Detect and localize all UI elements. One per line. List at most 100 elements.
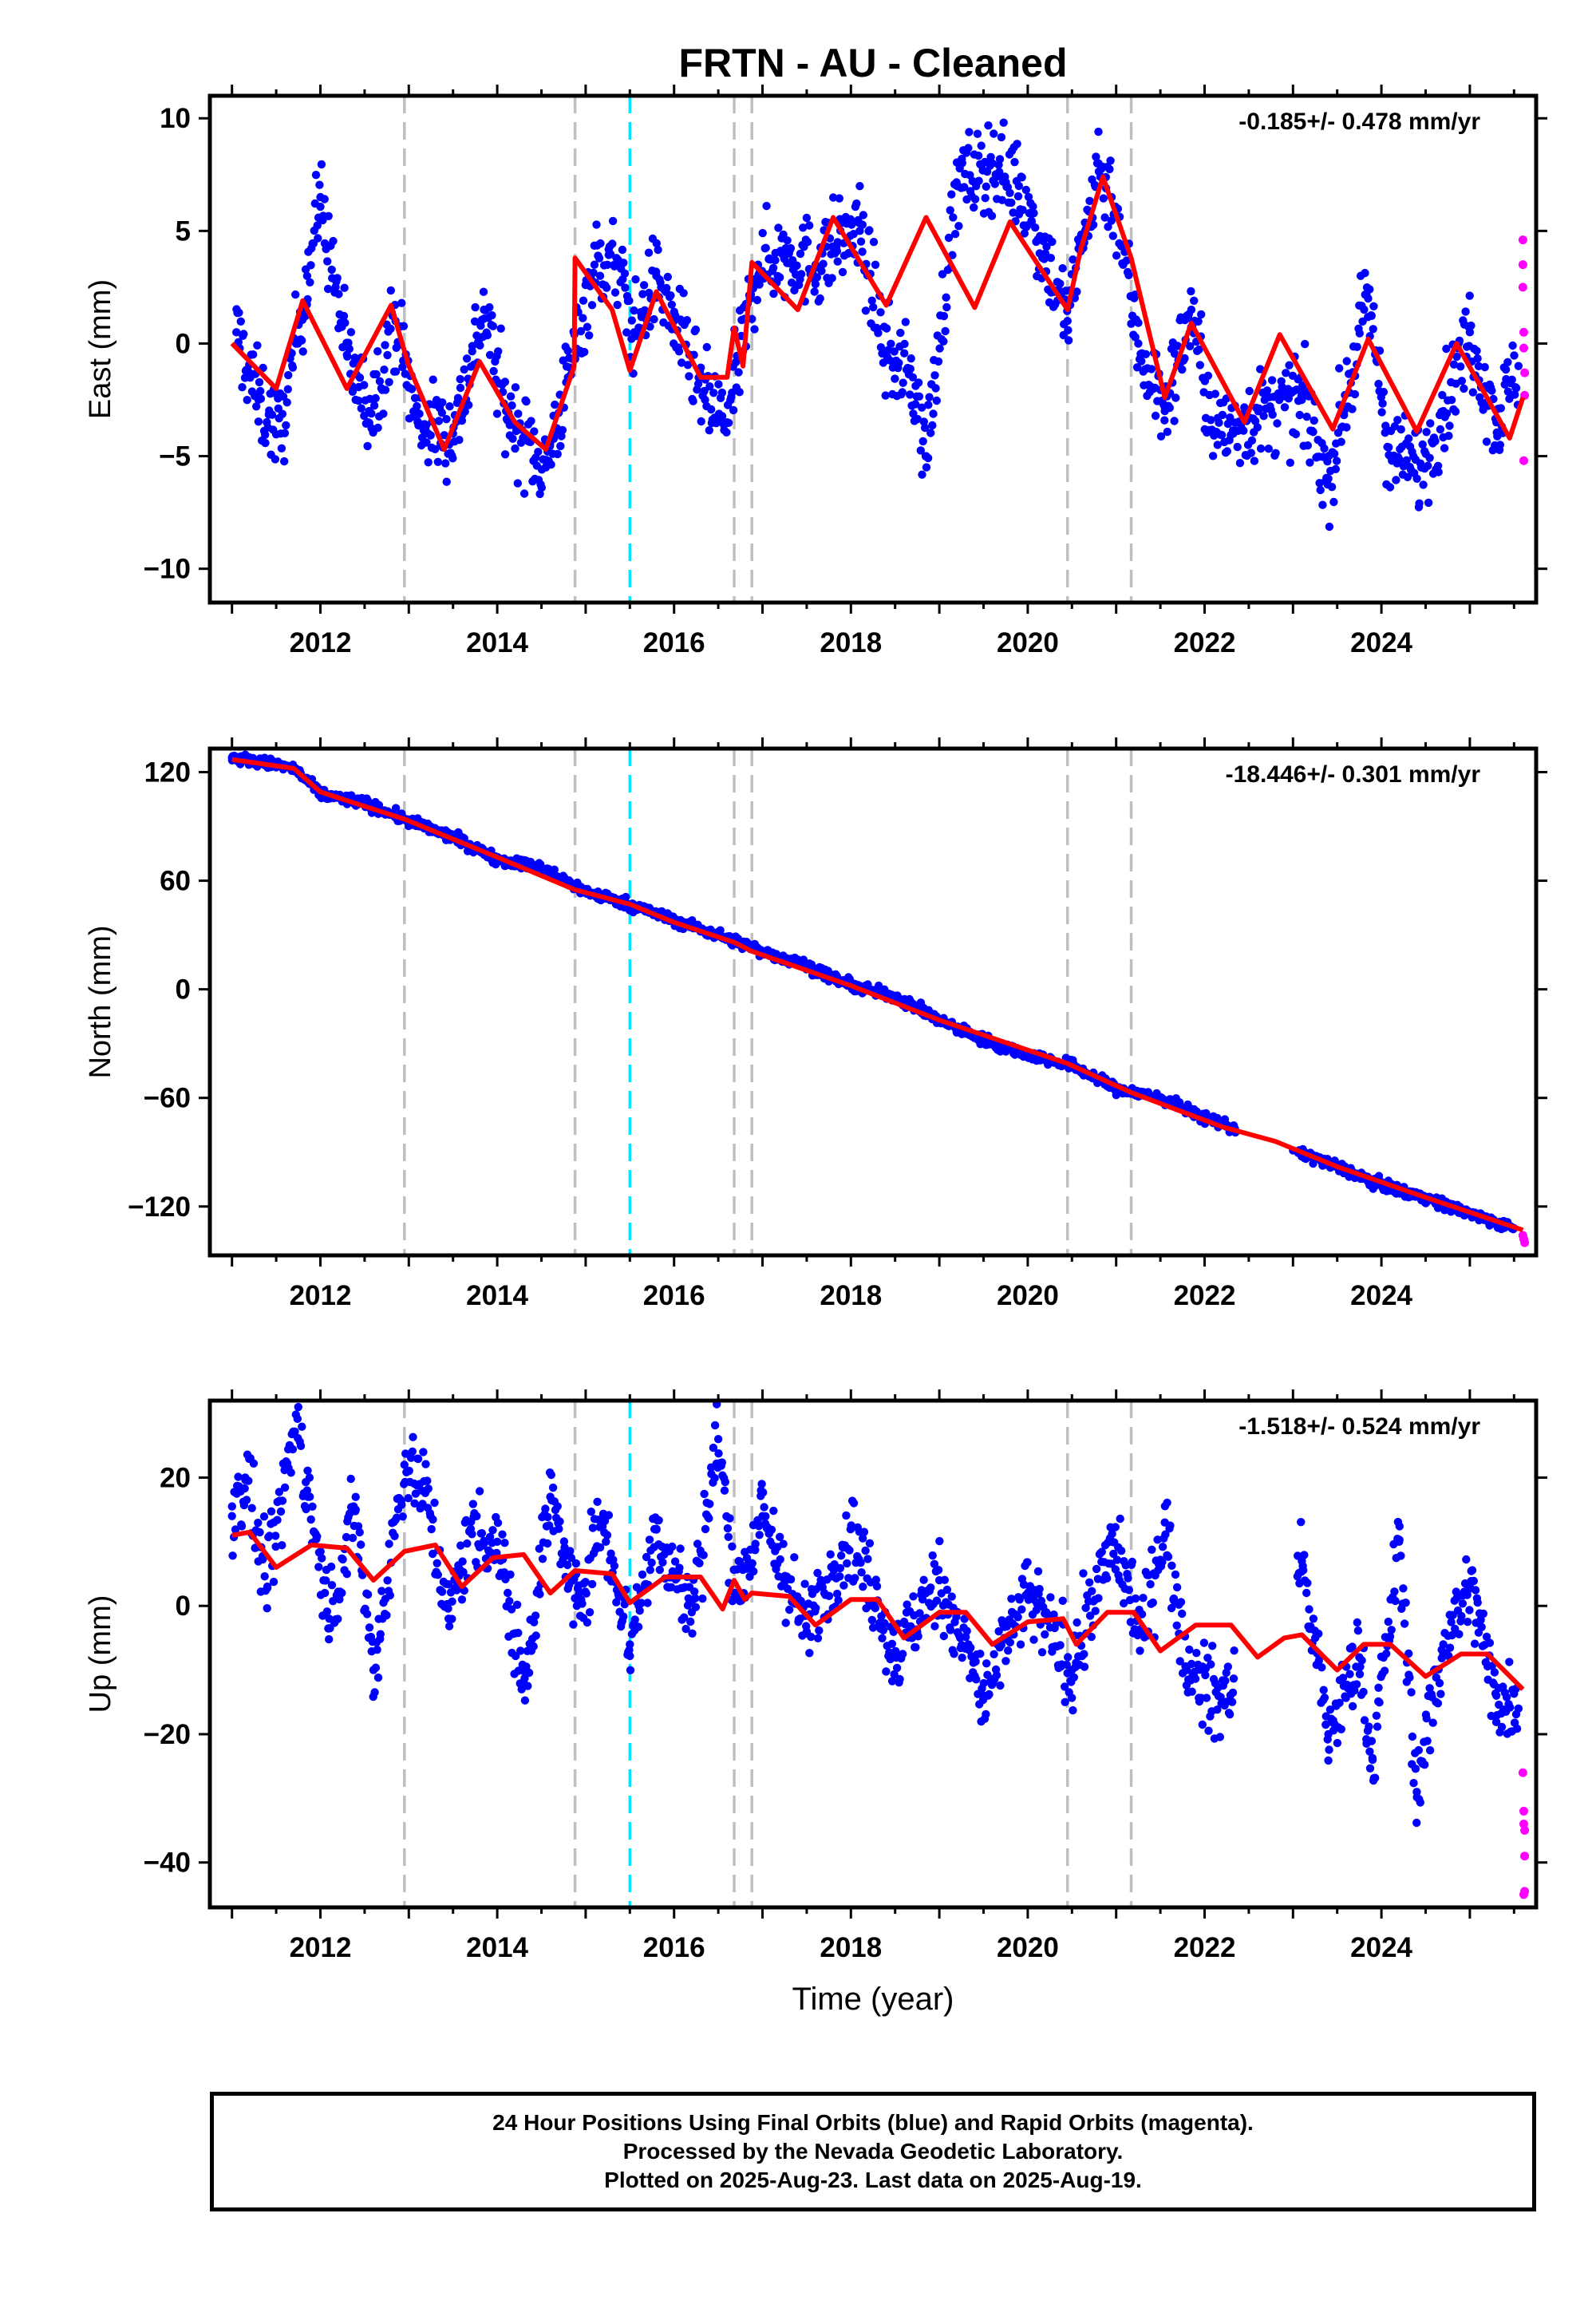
final-point <box>690 1587 699 1596</box>
final-point <box>635 1607 644 1615</box>
final-point <box>531 1611 540 1620</box>
final-point <box>687 1608 697 1617</box>
final-point <box>610 1561 619 1571</box>
final-point <box>294 1402 302 1412</box>
final-point <box>1457 377 1467 385</box>
final-point <box>1422 1714 1431 1723</box>
final-point <box>1425 453 1434 462</box>
final-point <box>1401 1599 1410 1607</box>
final-point <box>1250 417 1260 425</box>
final-point <box>1461 307 1470 316</box>
final-point <box>1229 1674 1238 1683</box>
final-point <box>1371 1773 1380 1782</box>
final-point <box>934 1575 944 1585</box>
final-point <box>886 356 895 365</box>
final-point <box>913 414 922 424</box>
final-point <box>954 222 963 231</box>
rapid-point <box>1519 456 1528 465</box>
final-point <box>227 1512 236 1520</box>
final-point <box>373 423 382 433</box>
y-tick-label: 0 <box>176 1591 191 1622</box>
final-point <box>817 267 826 275</box>
final-point <box>1301 339 1310 349</box>
final-point <box>1171 393 1180 402</box>
final-point <box>944 233 954 243</box>
final-point <box>1440 444 1449 453</box>
y-tick-label: −10 <box>144 554 191 585</box>
final-point <box>587 1579 597 1589</box>
final-point <box>1342 423 1351 432</box>
final-point <box>930 1622 939 1630</box>
final-point <box>373 1673 383 1682</box>
final-point <box>1108 231 1118 240</box>
final-point <box>1215 418 1223 427</box>
final-point <box>228 1551 237 1560</box>
rapid-point <box>1519 1806 1528 1816</box>
final-point <box>1042 242 1051 251</box>
final-point <box>1482 437 1491 446</box>
final-point <box>891 1653 899 1662</box>
final-point <box>1445 1643 1455 1652</box>
final-point <box>1385 452 1395 460</box>
final-point <box>507 1605 516 1614</box>
final-point <box>1215 1733 1225 1741</box>
final-point <box>612 260 621 269</box>
final-point <box>947 1592 956 1601</box>
final-point <box>689 397 697 405</box>
final-point <box>372 370 381 379</box>
final-point <box>767 1525 776 1535</box>
final-point <box>1458 1599 1468 1608</box>
final-point <box>1023 1558 1032 1567</box>
final-point <box>693 1539 702 1548</box>
final-point <box>950 1650 958 1658</box>
final-point <box>924 401 933 409</box>
final-point <box>1221 1676 1230 1686</box>
final-point <box>1073 287 1081 296</box>
final-point <box>847 1524 855 1533</box>
final-point <box>290 1427 299 1437</box>
final-point <box>340 283 349 292</box>
final-point <box>351 1492 360 1501</box>
final-point <box>1361 268 1369 278</box>
final-point <box>1100 213 1109 222</box>
final-point <box>1018 205 1027 215</box>
final-point <box>579 314 587 322</box>
final-point <box>342 1532 351 1542</box>
final-point <box>1105 164 1114 174</box>
final-point <box>1117 1547 1126 1555</box>
final-point <box>1124 271 1133 279</box>
final-point <box>1191 1674 1200 1683</box>
final-point <box>453 393 463 402</box>
final-point <box>1381 421 1390 430</box>
final-point <box>729 405 738 415</box>
final-point <box>488 1526 497 1535</box>
final-point <box>363 1590 373 1599</box>
final-point <box>1104 223 1112 231</box>
final-point <box>399 322 409 330</box>
final-point <box>1256 365 1265 373</box>
final-point <box>997 1641 1006 1650</box>
final-point <box>267 1507 276 1516</box>
final-point <box>1233 442 1242 452</box>
y-tick-label: −40 <box>144 1848 191 1879</box>
final-point <box>463 1539 472 1548</box>
y-tick-label: 5 <box>176 215 191 247</box>
final-point <box>1474 362 1483 370</box>
final-point <box>1435 1678 1444 1688</box>
final-point <box>511 383 520 392</box>
final-point <box>1465 1582 1475 1591</box>
final-point <box>1505 1658 1514 1666</box>
final-point <box>970 203 978 212</box>
final-point <box>585 331 594 340</box>
final-point <box>949 213 958 222</box>
final-point <box>1013 1613 1022 1622</box>
final-point <box>444 1614 453 1623</box>
final-point <box>867 296 876 305</box>
final-point <box>1286 458 1295 467</box>
final-point <box>581 1578 590 1587</box>
final-point <box>1433 461 1443 470</box>
final-point <box>683 361 693 370</box>
final-point <box>1245 386 1254 396</box>
final-point <box>699 1551 708 1559</box>
final-point <box>1303 441 1313 450</box>
